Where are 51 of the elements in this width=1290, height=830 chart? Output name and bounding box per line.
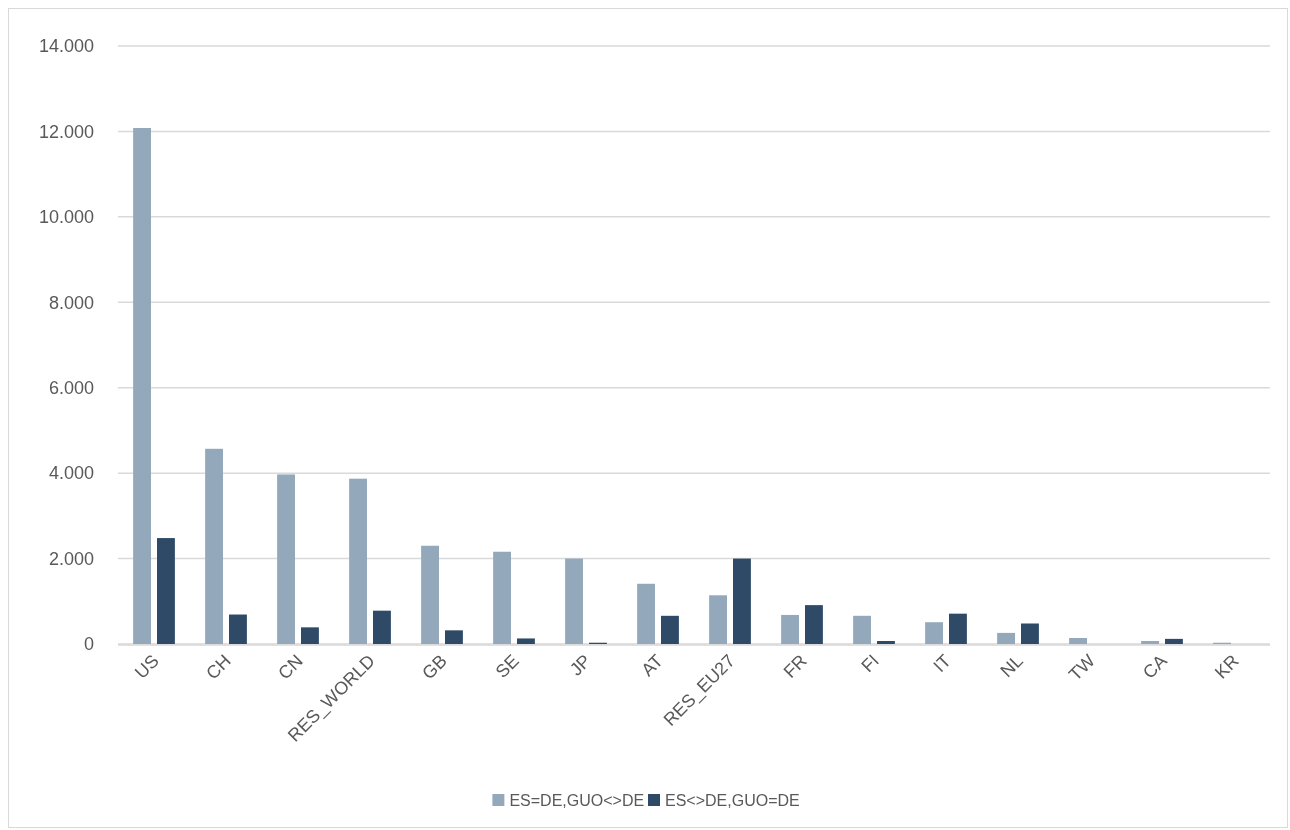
x-tick-label: CH: [202, 650, 235, 684]
x-tick-label: IT: [929, 650, 955, 677]
bar: [1069, 638, 1087, 644]
bar: [1165, 638, 1183, 644]
y-tick-label: 10.000: [38, 207, 94, 228]
bar: [949, 613, 967, 644]
legend-label: ES<>DE,GUO=DE: [665, 792, 800, 809]
bar: [445, 630, 463, 644]
bar: [349, 478, 367, 644]
bar: [877, 641, 895, 644]
y-tick-label: 4.000: [48, 463, 94, 484]
bar: [1141, 641, 1159, 644]
x-tick-label: NL: [996, 650, 1027, 682]
x-tick-label: JP: [565, 650, 595, 680]
bar: [805, 605, 823, 644]
bar: [373, 610, 391, 644]
y-tick-label: 6.000: [48, 378, 94, 399]
bar: [1021, 623, 1039, 644]
y-tick-label: 8.000: [48, 292, 94, 313]
x-tick-label: GB: [418, 650, 451, 684]
x-tick-label: AT: [637, 650, 667, 681]
legend-label: ES=DE,GUO<>DE: [509, 792, 645, 809]
x-tick-label: KR: [1211, 650, 1243, 683]
bar: [781, 614, 799, 644]
bar: [205, 448, 223, 644]
bar: [637, 583, 655, 644]
bar: [493, 551, 511, 644]
bar: [853, 615, 871, 644]
bar: [157, 538, 175, 644]
bar: [301, 627, 319, 644]
x-tick-label: CA: [1139, 650, 1171, 683]
y-tick-label: 2.000: [48, 548, 94, 569]
y-tick-label: 14.000: [38, 36, 94, 57]
bar: [997, 632, 1015, 644]
bar: [733, 558, 751, 644]
x-tick-label: FR: [779, 650, 811, 682]
bar: [421, 545, 439, 644]
bar: [661, 615, 679, 644]
bar: [565, 558, 583, 644]
x-tick-label: TW: [1064, 650, 1099, 685]
bar: [709, 595, 727, 644]
y-tick-label: 12.000: [38, 121, 94, 142]
bar: [277, 474, 295, 644]
bar: [517, 638, 535, 644]
bar: [925, 622, 943, 644]
x-tick-label: FI: [857, 650, 883, 677]
bar: [133, 128, 151, 644]
bar: [229, 614, 247, 644]
x-tick-label: US: [131, 650, 163, 683]
x-tick-label: SE: [491, 650, 523, 682]
y-tick-label: 0: [83, 634, 94, 655]
